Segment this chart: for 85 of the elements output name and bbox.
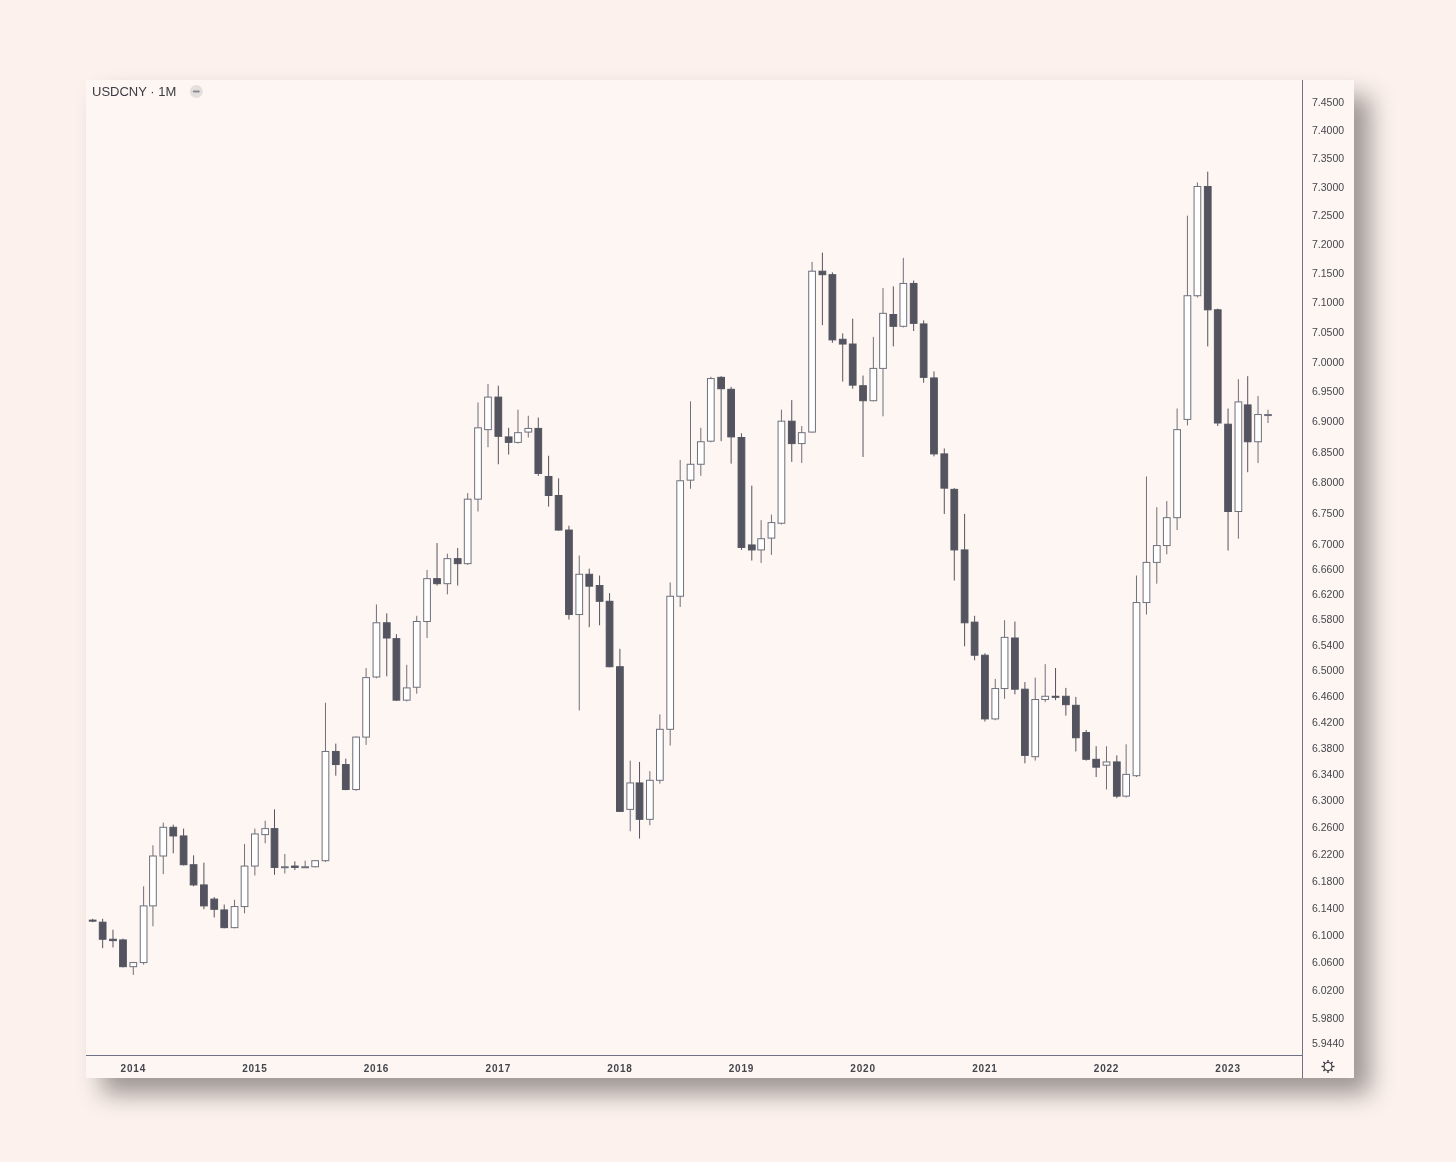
candlestick <box>1062 687 1070 717</box>
candlestick <box>1051 667 1060 701</box>
candlestick <box>747 485 756 562</box>
candlestick <box>787 399 796 463</box>
y-tick-label: 6.9000 <box>1312 415 1345 428</box>
candlestick <box>200 862 208 910</box>
candlestick <box>717 375 725 442</box>
y-tick-label: 7.0000 <box>1312 355 1345 368</box>
candlestick <box>433 542 441 587</box>
y-tick-label: 5.9440 <box>1312 1036 1345 1049</box>
x-tick-label: 2015 <box>242 1063 268 1074</box>
candlestick <box>544 455 553 508</box>
x-tick-label: 2020 <box>850 1063 876 1074</box>
y-tick-label: 7.2500 <box>1312 209 1345 222</box>
y-tick-label: 7.2000 <box>1312 238 1345 251</box>
y-tick-label: 6.3400 <box>1312 768 1345 781</box>
candlestick <box>98 918 107 949</box>
y-tick-label: 6.5800 <box>1312 613 1345 626</box>
candlestick <box>1041 663 1050 703</box>
x-tick-label: 2022 <box>1093 1063 1120 1074</box>
y-tick-label: 6.6600 <box>1312 562 1345 575</box>
candlestick <box>514 409 522 445</box>
y-tick-label: 7.1000 <box>1312 296 1345 309</box>
y-tick-label: 7.4000 <box>1312 124 1345 137</box>
x-tick-label: 2018 <box>607 1063 633 1074</box>
y-tick-label: 5.9800 <box>1312 1011 1345 1024</box>
x-tick-label: 2023 <box>1215 1063 1241 1074</box>
y-tick-label: 6.5000 <box>1312 664 1345 677</box>
y-tick-label: 6.8500 <box>1312 445 1345 458</box>
candlestick <box>838 332 847 383</box>
candlestick <box>889 285 898 347</box>
y-tick-label: 7.3000 <box>1312 180 1345 193</box>
x-tick-label: 2016 <box>363 1063 390 1074</box>
y-tick-label: 6.3800 <box>1312 741 1345 754</box>
candlestick <box>595 575 604 626</box>
y-tick-label: 6.6200 <box>1312 588 1345 601</box>
candlestick <box>585 568 594 628</box>
y-tick-label: 7.0500 <box>1312 325 1345 338</box>
candlestick <box>210 896 219 918</box>
y-tick-label: 7.4500 <box>1312 95 1345 108</box>
candlestick <box>1122 743 1130 798</box>
candlestick <box>1152 506 1161 585</box>
candlestick <box>696 427 705 477</box>
x-tick-label: 2017 <box>485 1063 512 1074</box>
y-tick-label: 7.3500 <box>1312 152 1345 165</box>
candlestick <box>169 824 178 854</box>
candlestick <box>1092 745 1101 778</box>
y-tick-label: 6.1400 <box>1312 901 1345 914</box>
y-tick-label: 6.0200 <box>1312 983 1345 996</box>
y-tick-label: 6.0600 <box>1312 956 1345 969</box>
x-tick-label: 2021 <box>972 1063 998 1074</box>
y-tick-label: 6.7000 <box>1312 538 1345 550</box>
candlestick <box>504 427 513 456</box>
candlestick <box>1102 745 1111 791</box>
candlestick <box>767 514 776 556</box>
y-tick-label: 6.2600 <box>1312 820 1345 833</box>
candlestick <box>818 252 827 326</box>
candlestick <box>280 853 289 874</box>
y-tick-label: 6.1000 <box>1312 928 1345 941</box>
y-tick-label: 6.5400 <box>1312 638 1345 651</box>
chart-title: USDCNY · 1M <box>92 84 177 99</box>
candlestick <box>331 743 340 777</box>
y-tick-label: 6.7500 <box>1312 507 1345 520</box>
y-tick-label: 6.1800 <box>1312 874 1345 887</box>
candlestick <box>453 547 462 587</box>
y-tick-label: 6.9500 <box>1312 385 1345 398</box>
y-tick-label: 6.4600 <box>1312 689 1345 702</box>
candlestick <box>797 425 806 464</box>
x-tick-label: 2019 <box>728 1063 755 1074</box>
y-tick-label: 6.4200 <box>1312 715 1345 728</box>
candlestick <box>757 519 765 564</box>
candlestick <box>524 415 533 439</box>
candlestick <box>1264 409 1272 424</box>
y-tick-label: 7.1500 <box>1312 267 1345 280</box>
y-tick-label: 6.2200 <box>1312 847 1345 860</box>
y-tick-label: 6.8000 <box>1312 476 1345 489</box>
y-tick-label: 6.3000 <box>1312 794 1345 807</box>
candlestick <box>686 400 695 490</box>
candlestick <box>261 820 270 844</box>
candlestick <box>859 375 867 458</box>
candlestick <box>402 664 411 702</box>
x-tick-label: 2014 <box>120 1063 147 1074</box>
candlestick <box>230 899 239 929</box>
candlestick <box>189 854 198 887</box>
candlestick <box>109 929 117 948</box>
